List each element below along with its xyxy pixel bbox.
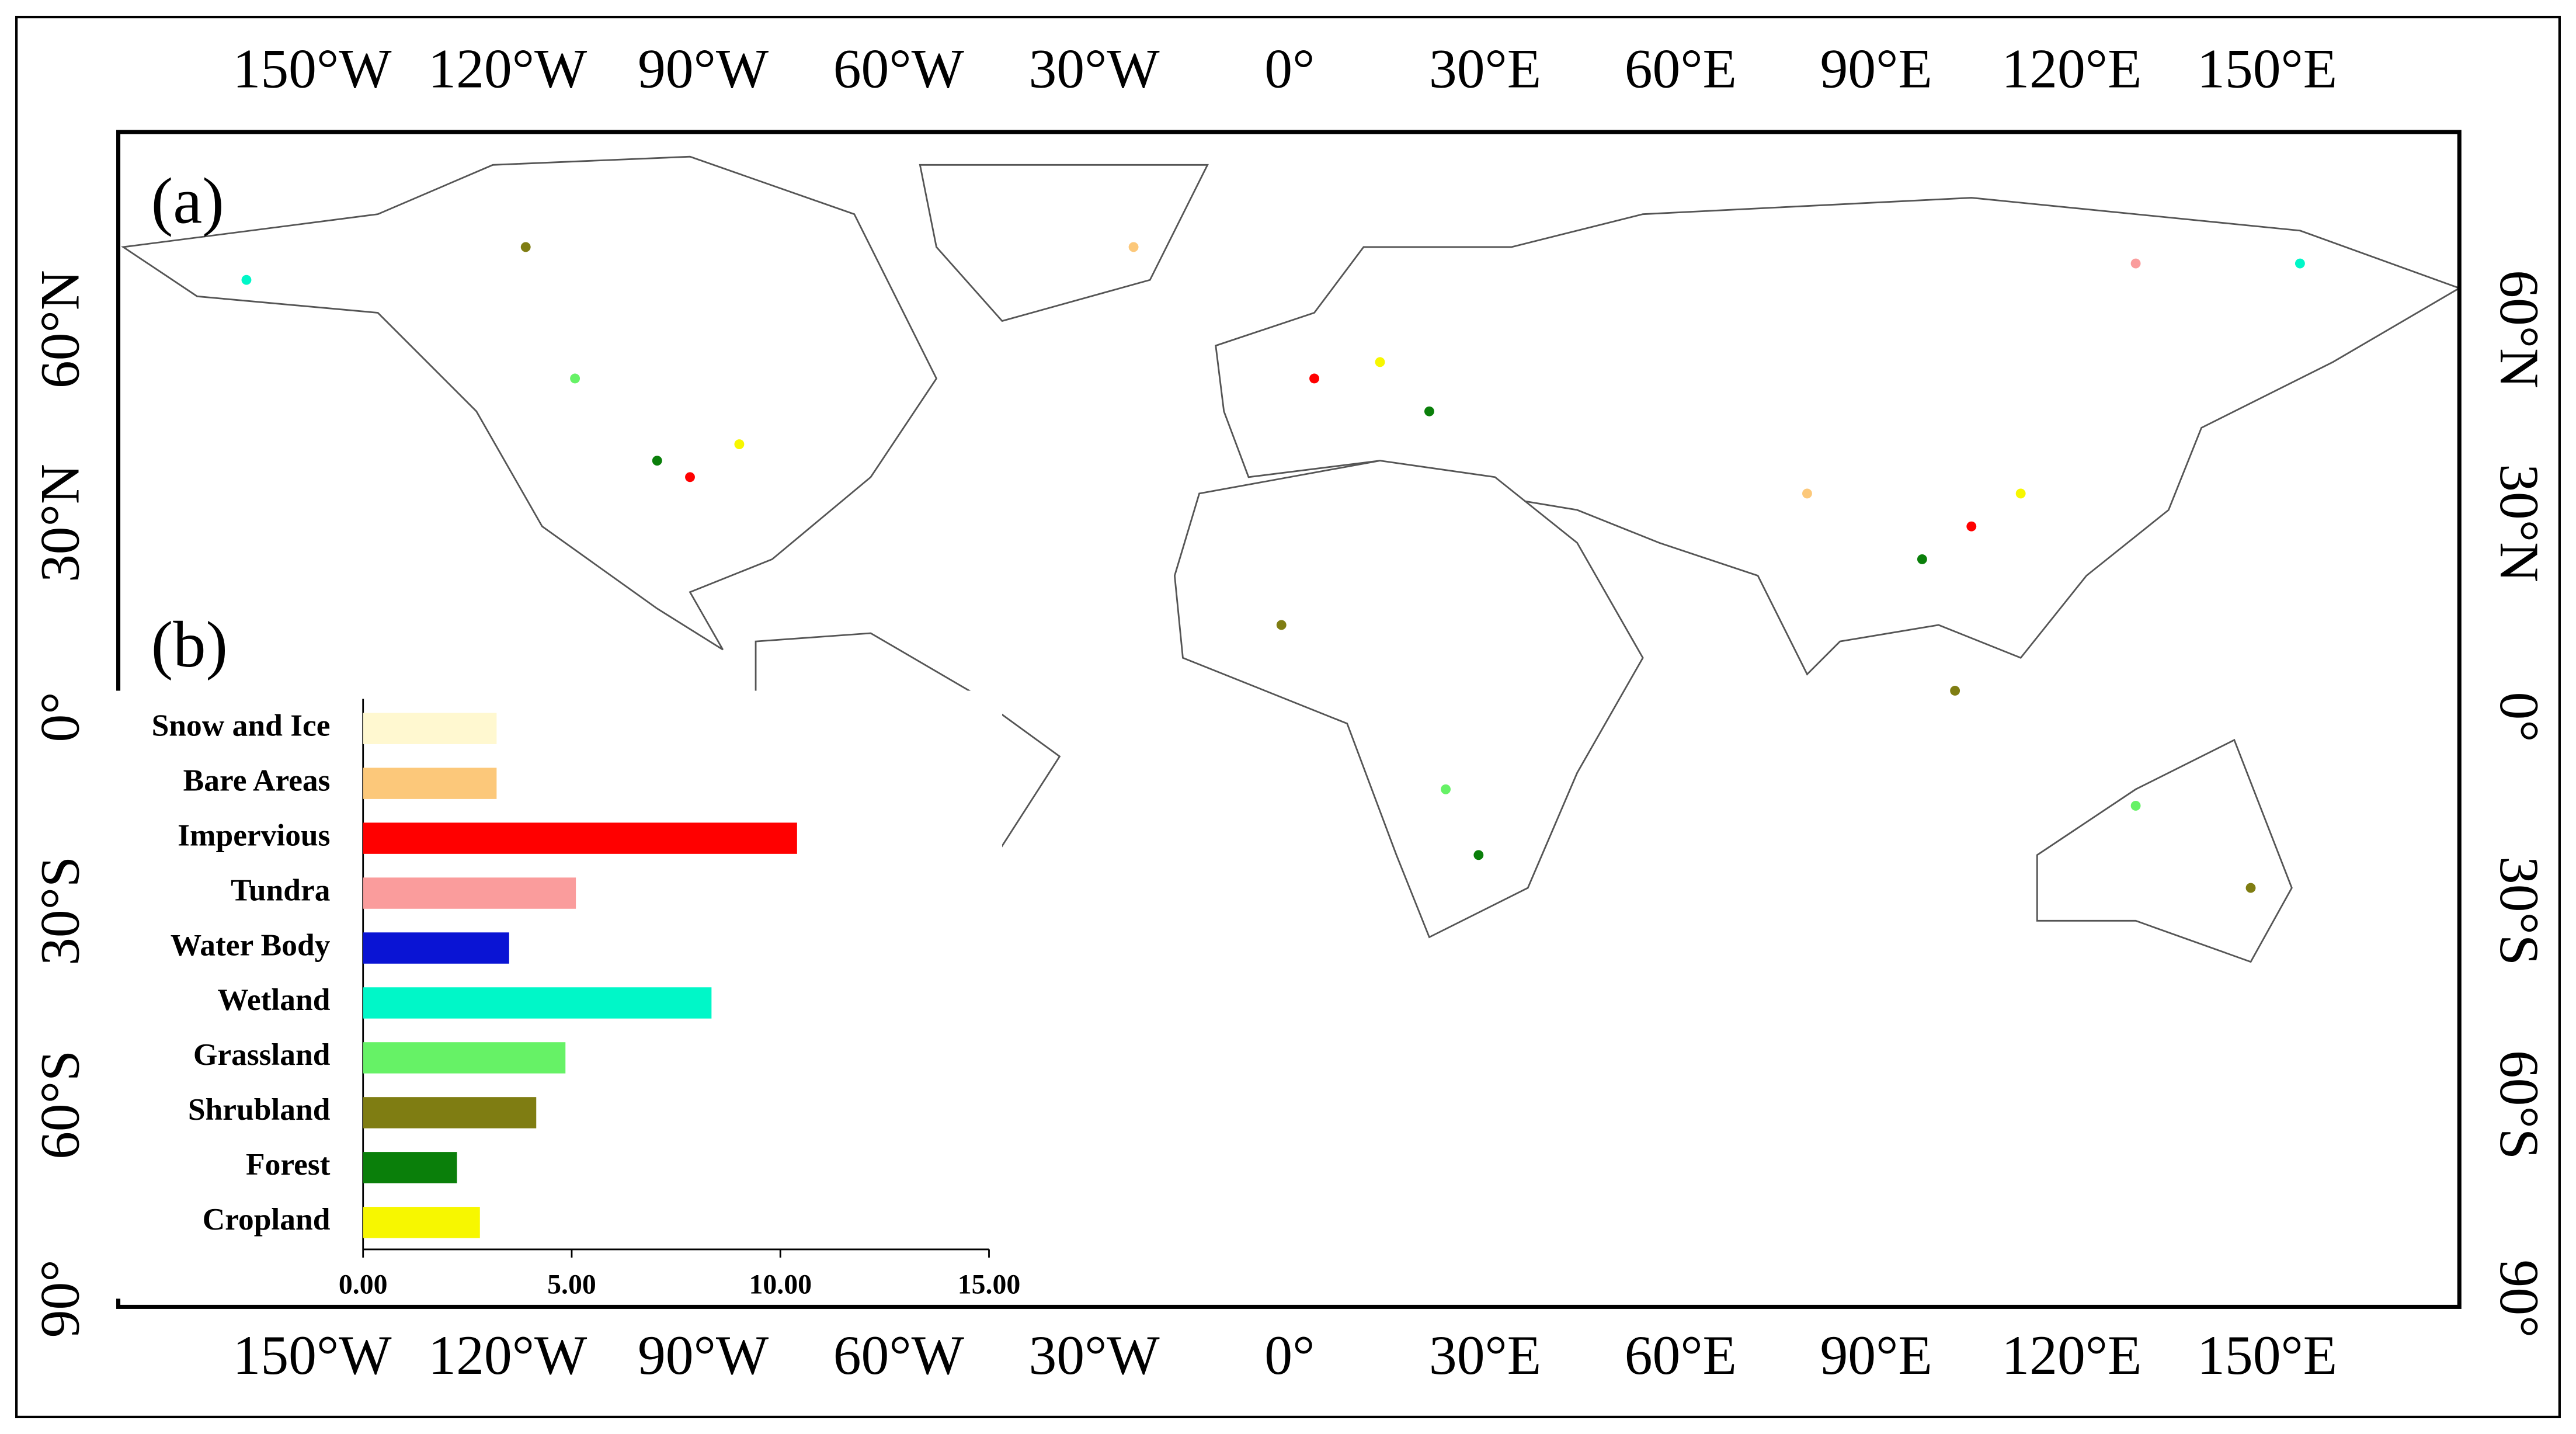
sample-point (652, 456, 662, 466)
lat-label: 30°N (2488, 464, 2550, 582)
lon-label: 150°W (233, 38, 392, 100)
category-label: Water Body (171, 927, 331, 962)
x-tick-label: 10.00 (749, 1269, 812, 1300)
bar (363, 768, 497, 799)
lon-label: 30°W (1028, 1324, 1160, 1386)
lat-label: 0° (29, 692, 91, 742)
greenland (919, 164, 1209, 322)
category-label: Impervious (178, 817, 330, 852)
lon-label: 150°E (2197, 1324, 2337, 1386)
lon-label: 150°E (2197, 38, 2337, 100)
africa (1173, 460, 1644, 939)
lon-label: 90°W (638, 1324, 769, 1386)
bar (363, 1152, 457, 1183)
sample-point (2130, 258, 2141, 269)
sample-point (1917, 554, 1927, 564)
sample-point (734, 439, 745, 449)
lat-label: 90° (2488, 1259, 2550, 1338)
category-label: Cropland (203, 1202, 331, 1237)
sample-point (1441, 784, 1451, 794)
sample-point (1473, 850, 1484, 860)
bar (363, 713, 497, 744)
category-label: Wetland (217, 982, 330, 1017)
sample-point (1424, 406, 1434, 416)
lon-label: 90°E (1820, 38, 1932, 100)
lat-label: 60°N (29, 270, 91, 388)
lat-label: 60°S (29, 1050, 91, 1159)
x-tick-label: 15.00 (958, 1269, 1021, 1300)
sample-point (2245, 883, 2256, 893)
lon-label: 60°E (1625, 1324, 1737, 1386)
australia (2036, 738, 2293, 963)
sample-point (2295, 258, 2305, 269)
sample-point (1950, 686, 1960, 696)
category-label: Bare Areas (183, 762, 331, 797)
lon-label: 90°E (1820, 1324, 1932, 1386)
bar (363, 1207, 480, 1238)
sample-point (241, 275, 252, 285)
lat-label: 30°S (29, 856, 91, 966)
sample-point (1375, 357, 1385, 367)
sample-point (2130, 800, 2141, 811)
lat-label: 60°N (2488, 270, 2550, 388)
lon-label: 0° (1264, 1324, 1315, 1386)
lon-label: 30°E (1429, 38, 1541, 100)
category-label: Shrubland (188, 1092, 331, 1127)
lon-label: 120°E (2001, 1324, 2142, 1386)
x-tick-label: 5.00 (547, 1269, 596, 1300)
bar (363, 822, 797, 854)
panel-label: (b) (151, 609, 228, 681)
sample-point (1128, 242, 1139, 252)
outer-border (15, 15, 2561, 1419)
sample-point (685, 472, 695, 482)
land (121, 155, 2462, 1071)
lon-label: 120°W (428, 38, 587, 100)
category-label: Grassland (193, 1037, 331, 1072)
bar (363, 932, 509, 964)
lat-label: 30°S (2488, 856, 2550, 966)
lat-label: 0° (2488, 692, 2550, 742)
x-tick-label: 0.00 (339, 1269, 388, 1300)
lon-label: 60°W (833, 38, 965, 100)
lat-label: 30°N (29, 464, 91, 582)
sample-point (1309, 373, 1319, 384)
lon-label: 150°W (233, 1324, 392, 1386)
lon-label: 60°E (1625, 38, 1737, 100)
lat-label: 90° (29, 1259, 91, 1338)
category-label: Snow and Ice (152, 707, 331, 742)
sample-point (1802, 488, 1812, 499)
bar (363, 877, 576, 909)
sample-point (1966, 521, 1977, 532)
lon-label: 0° (1264, 38, 1315, 100)
bar (363, 1042, 566, 1074)
north-america (121, 155, 938, 651)
lat-label: 60°S (2488, 1050, 2550, 1159)
bar (363, 987, 712, 1019)
panel-label: (a) (151, 165, 224, 237)
bar (363, 1097, 537, 1129)
sample-point (520, 242, 531, 252)
sample-point (2015, 488, 2026, 499)
lon-label: 60°W (833, 1324, 965, 1386)
lon-label: 120°W (428, 1324, 587, 1386)
lon-label: 90°W (638, 38, 769, 100)
lon-label: 30°W (1028, 38, 1160, 100)
category-label: Forest (246, 1147, 331, 1182)
sample-point (1276, 620, 1287, 630)
lon-label: 30°E (1429, 1324, 1541, 1386)
category-label: Tundra (231, 872, 330, 907)
lon-label: 120°E (2001, 38, 2142, 100)
sample-point (570, 373, 580, 384)
